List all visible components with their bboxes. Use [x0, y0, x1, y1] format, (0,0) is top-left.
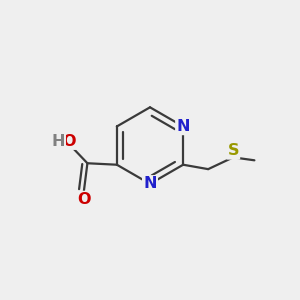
- Text: S: S: [227, 143, 239, 158]
- Text: H: H: [51, 134, 65, 149]
- Text: O: O: [77, 192, 91, 207]
- Text: N: N: [176, 119, 190, 134]
- Text: O: O: [62, 134, 76, 149]
- Text: N: N: [143, 176, 157, 191]
